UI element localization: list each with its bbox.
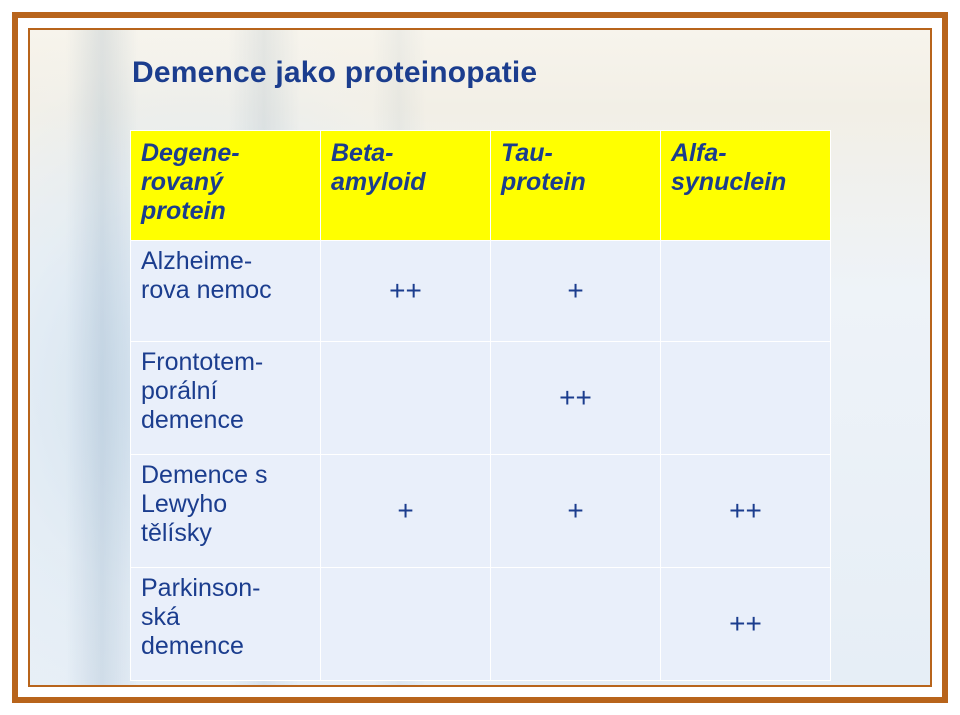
- cell: ++: [491, 342, 661, 455]
- col-header-beta-amyloid: Beta- amyloid: [321, 131, 491, 241]
- col-header-degenerovany: Degene- rovaný protein: [131, 131, 321, 241]
- protein-table: Degene- rovaný protein Beta- amyloid Tau…: [130, 130, 831, 681]
- row-label-alzheimer: Alzheime- rova nemoc: [131, 241, 321, 342]
- table-row: Parkinson- ská demence ++: [131, 568, 831, 681]
- table-row: Alzheime- rova nemoc ++ +: [131, 241, 831, 342]
- cell: [661, 342, 831, 455]
- col-header-tau-protein: Tau- protein: [491, 131, 661, 241]
- cell: ++: [661, 568, 831, 681]
- cell: ++: [661, 455, 831, 568]
- cell: +: [321, 455, 491, 568]
- table-header-row: Degene- rovaný protein Beta- amyloid Tau…: [131, 131, 831, 241]
- row-label-frontotemporal: Frontotem- porální demence: [131, 342, 321, 455]
- slide-title: Demence jako proteinopatie: [132, 56, 537, 90]
- table-row: Frontotem- porální demence ++: [131, 342, 831, 455]
- cell: +: [491, 241, 661, 342]
- cell: [321, 568, 491, 681]
- table-row: Demence s Lewyho tělísky + + ++: [131, 455, 831, 568]
- cell: [661, 241, 831, 342]
- col-header-alfa-synuclein: Alfa- synuclein: [661, 131, 831, 241]
- cell: ++: [321, 241, 491, 342]
- cell: [491, 568, 661, 681]
- cell: [321, 342, 491, 455]
- row-label-parkinson: Parkinson- ská demence: [131, 568, 321, 681]
- cell: +: [491, 455, 661, 568]
- row-label-lewy: Demence s Lewyho tělísky: [131, 455, 321, 568]
